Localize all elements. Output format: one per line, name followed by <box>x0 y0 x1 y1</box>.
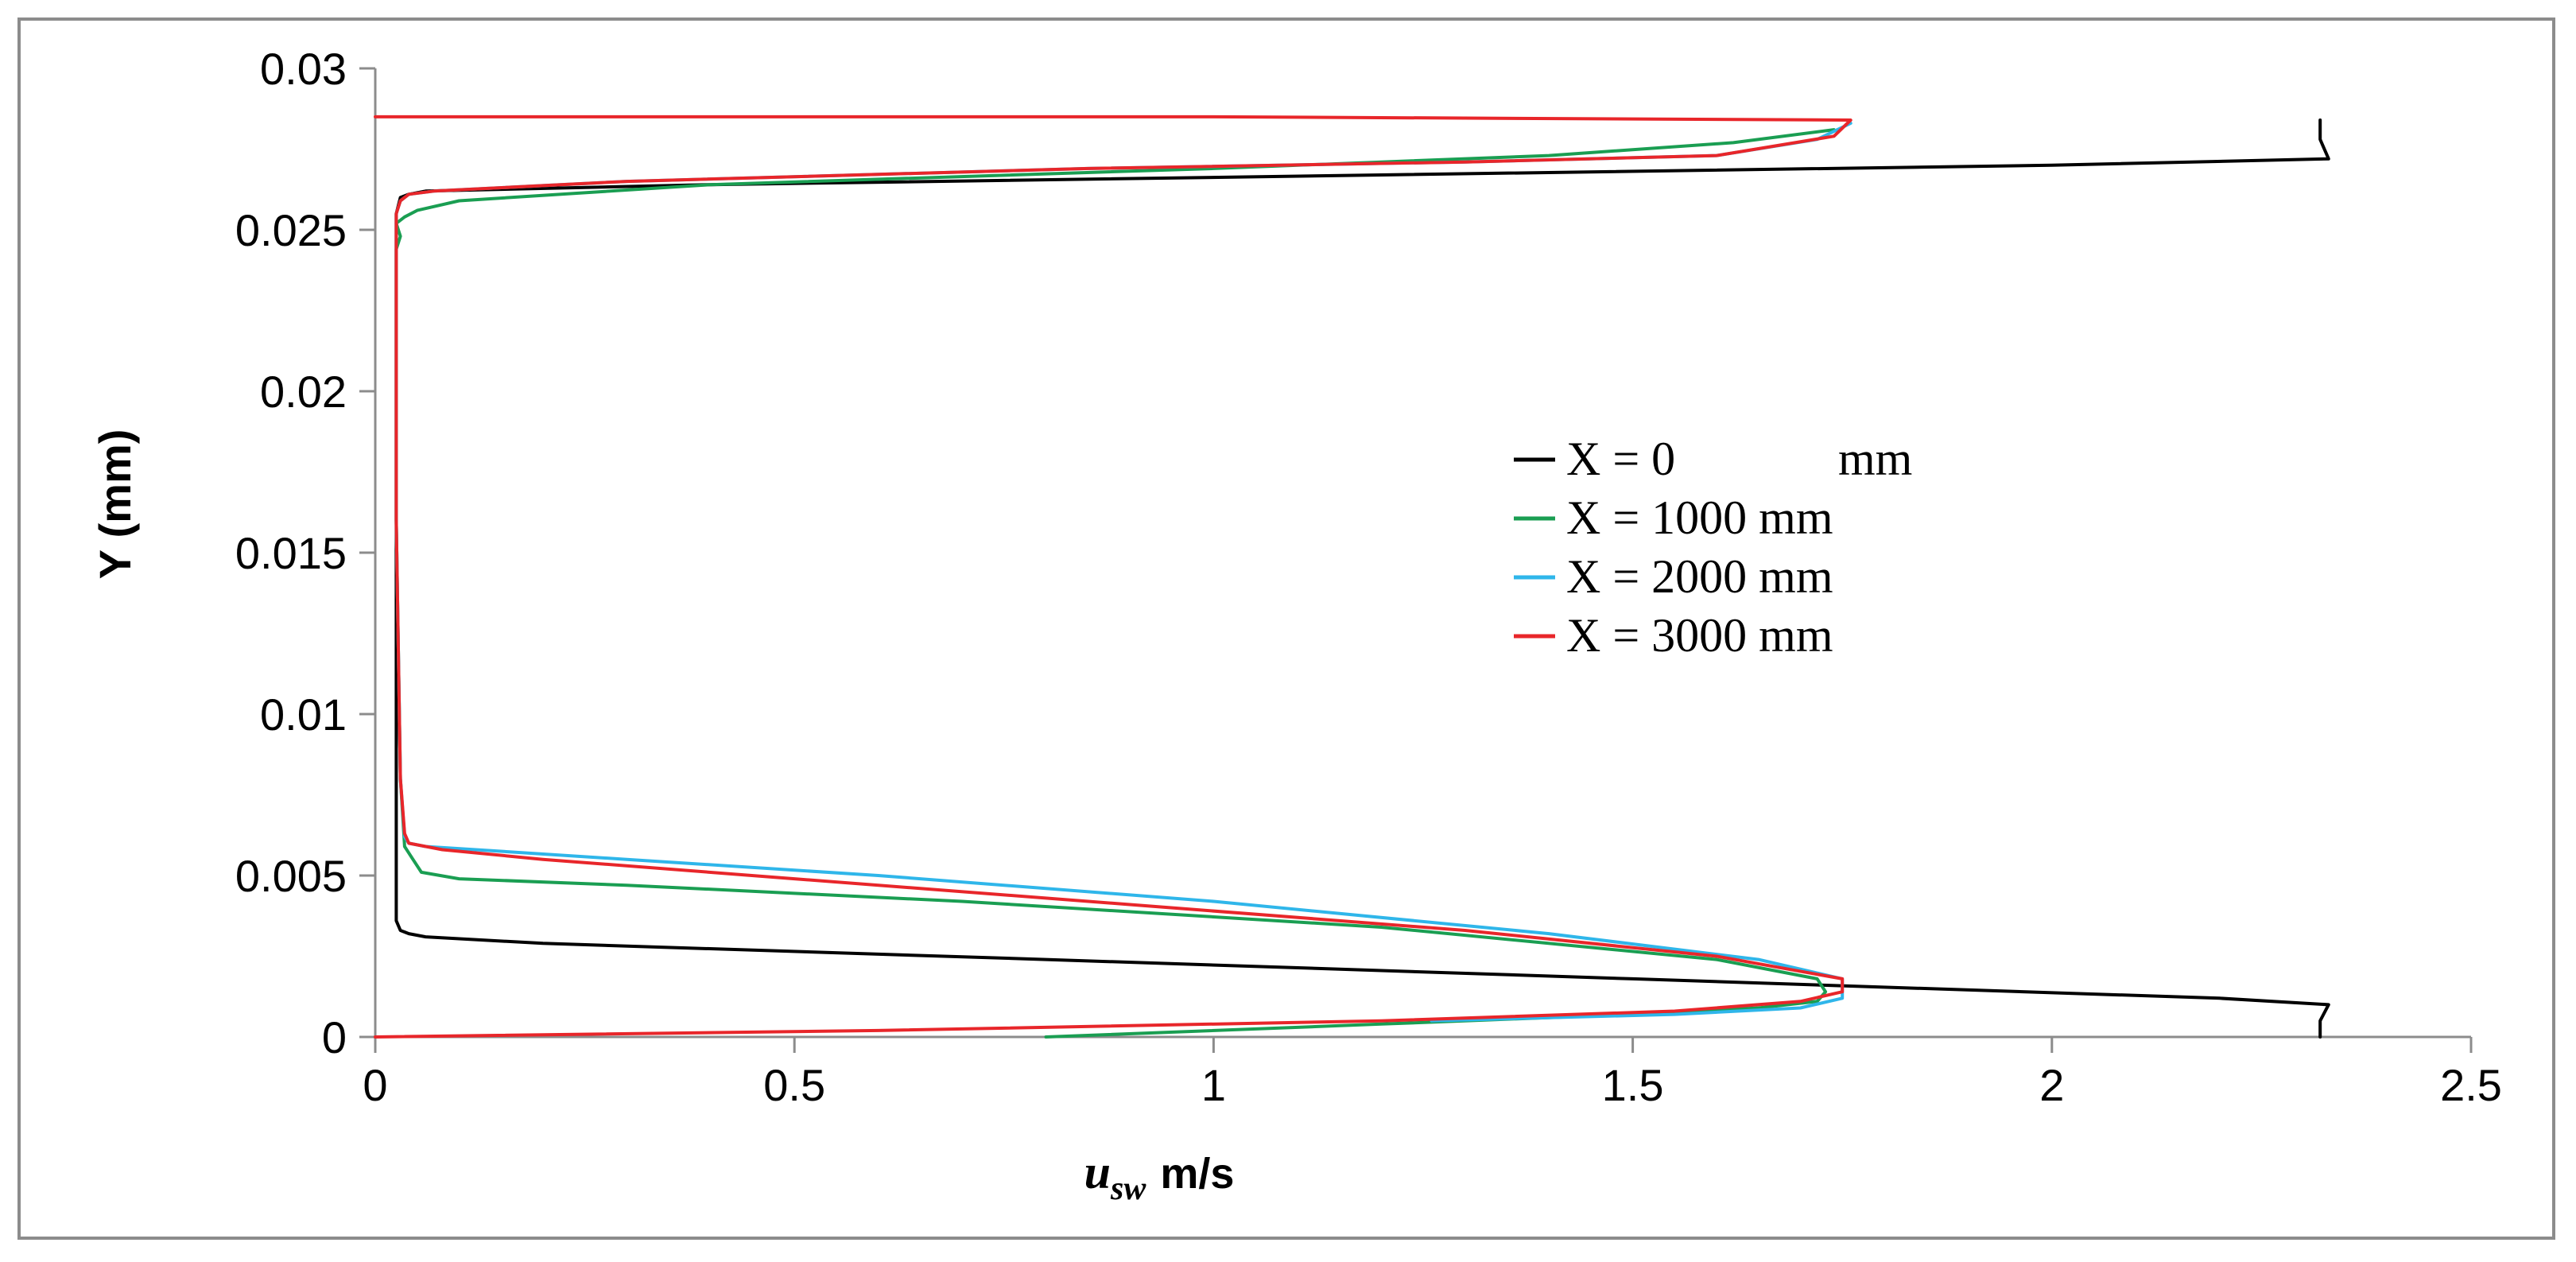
x-axis-unit: m/s <box>1160 1150 1234 1198</box>
series-line-1 <box>394 118 2330 1039</box>
x-axis-variable: u <box>1084 1146 1111 1198</box>
series-line-4 <box>374 115 1852 1039</box>
x-axis-subscript: sw <box>1110 1171 1146 1207</box>
y-axis-title: Y (mm) <box>90 429 140 580</box>
series-layer <box>374 115 2330 1039</box>
legend-label-2: X = 1000 mm <box>1566 491 1833 544</box>
y-tick-label: 0.03 <box>260 44 347 94</box>
legend: X = 0 mmX = 1000 mm X = 2000 mm X = 3000 mm <box>1514 433 1912 662</box>
legend-label-3: X = 2000 mm <box>1566 550 1833 603</box>
line-chart: 0 0.005 0.01 0.015 0.02 0.025 0.03 0 0.5 1 1.5 2 2.5… <box>90 44 2502 1207</box>
x-tick-label: 1.5 <box>1602 1060 1664 1110</box>
legend-unit-1: mm <box>1838 433 1912 485</box>
y-tick-label: 0.025 <box>235 205 347 255</box>
y-tick-label: 0 <box>322 1012 347 1062</box>
legend-label-1: X = 0 <box>1566 433 1675 485</box>
x-tick-label: 2.5 <box>2440 1060 2502 1110</box>
legend-label-4: X = 3000 mm <box>1566 609 1833 662</box>
x-tick-label: 2 <box>2039 1060 2064 1110</box>
x-tick-label: 0 <box>363 1060 387 1110</box>
y-tick-label: 0.005 <box>235 851 347 901</box>
y-tick-label: 0.02 <box>260 367 347 417</box>
y-tick-label: 0.015 <box>235 528 347 578</box>
y-tick-label: 0.01 <box>260 689 347 740</box>
x-axis-title: usw m/s <box>1084 1146 1235 1207</box>
x-tick-label: 0.5 <box>763 1060 825 1110</box>
x-tick-label: 1 <box>1201 1060 1226 1110</box>
chart-frame: 0 0.005 0.01 0.015 0.02 0.025 0.03 0 0.5 1 1.5 2 2.5… <box>17 17 2555 1240</box>
axes: 0 0.005 0.01 0.015 0.02 0.025 0.03 0 0.5 1 1.5 2 2.5 <box>235 44 2502 1110</box>
